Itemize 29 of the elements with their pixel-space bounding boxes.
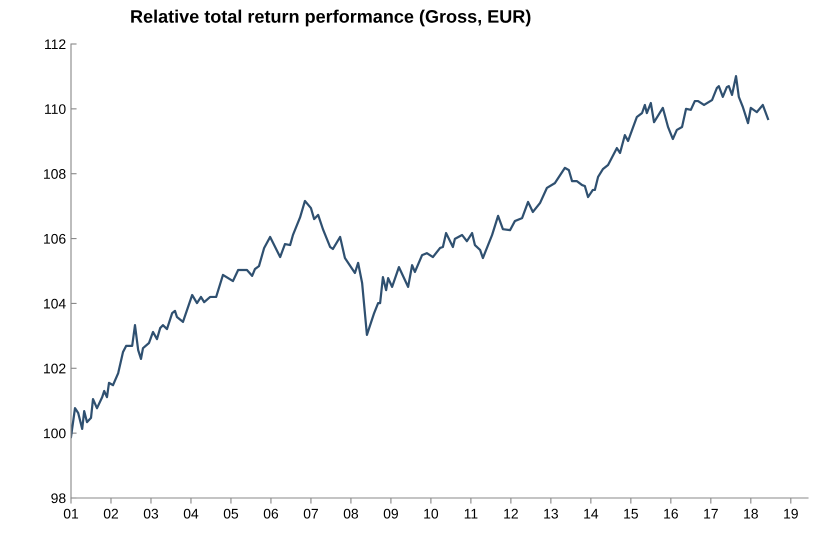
x-tick-label: 16 (664, 508, 678, 519)
x-tick-label: 06 (264, 508, 278, 519)
x-tick-label: 12 (504, 508, 518, 518)
x-tick-label: 14 (584, 508, 598, 518)
x-tick-label: 07 (304, 508, 318, 519)
x-tick-label: 05 (224, 508, 238, 519)
x-tick-label: 18 (744, 508, 758, 519)
line-series (71, 74, 770, 438)
x-tick-label: 03 (144, 508, 158, 519)
y-tick-label: 106 (44, 234, 66, 244)
x-tick-label: 01 (64, 508, 78, 519)
x-tick-label: 02 (104, 508, 118, 519)
chart-title: Relative total return performance (Gross, EUR) (131, 10, 530, 26)
y-tick-label: 110 (45, 104, 66, 114)
x-tick-label: 09 (384, 508, 398, 519)
y-tick-label: 100 (44, 428, 66, 438)
y-tick-label: 104 (44, 298, 66, 309)
x-tick-label: 11 (464, 508, 478, 518)
y-tick-label: 112 (45, 39, 66, 50)
x-tick-label: 19 (784, 508, 798, 519)
y-tick-label: 98 (51, 493, 66, 504)
x-tick-label: 17 (704, 508, 718, 518)
y-tick-label: 102 (44, 364, 66, 374)
x-tick-label: 08 (344, 508, 358, 519)
x-tick-label: 15 (624, 508, 638, 519)
x-tick-label: 10 (424, 508, 438, 519)
x-tick-label: 04 (184, 508, 198, 519)
x-tick-label: 13 (544, 508, 558, 519)
y-tick-label: 108 (44, 169, 66, 179)
